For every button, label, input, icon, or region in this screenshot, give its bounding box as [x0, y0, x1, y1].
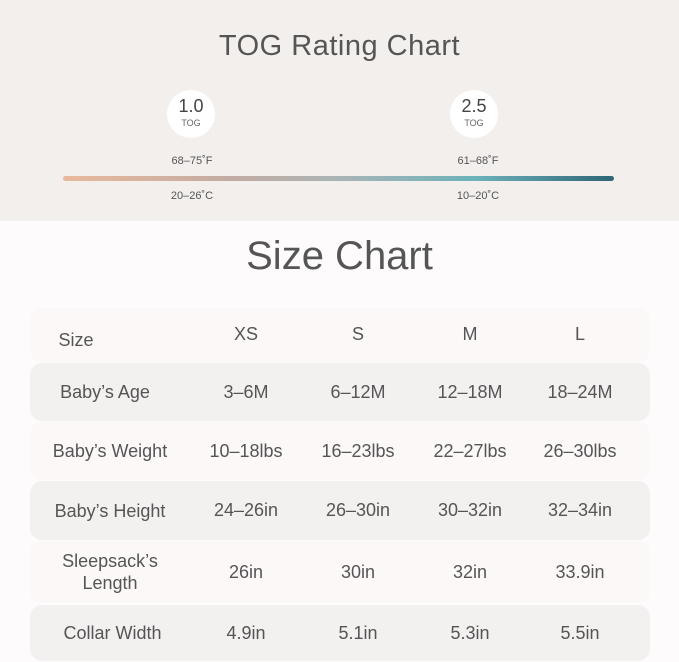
table-row: Sleepsack’s Length 26in 30in 32in 33.9in: [30, 541, 650, 603]
table-row: Baby’s Weight 10–18lbs 16–23lbs 22–27lbs…: [30, 422, 650, 480]
table-cell: 32in: [452, 561, 488, 582]
table-row: Baby’s Age 3–6M 6–12M 12–18M 18–24M: [30, 363, 650, 421]
table-cell: 3–6M: [223, 381, 269, 402]
table-cell: 12–18M: [437, 381, 503, 402]
row-label: Baby’s Weight: [52, 441, 168, 461]
table-cell: 16–23lbs: [321, 440, 395, 461]
table-cell: 10–18lbs: [209, 440, 283, 461]
tog-unit: TOG: [181, 118, 201, 128]
table-cell: 30–32in: [437, 500, 503, 520]
row-label: Sleepsack’s Length: [62, 551, 158, 593]
table-row: Collar Width 4.9in 5.1in 5.3in 5.5in: [30, 605, 650, 661]
celsius-range-2: 10–20˚C: [456, 190, 500, 202]
table-cell: 5.1in: [338, 622, 378, 643]
table-cell: 32–34in: [547, 500, 613, 520]
size-chart-title: Size Chart: [246, 234, 433, 278]
table-cell: 33.9in: [555, 561, 605, 582]
table-cell: 22–27lbs: [433, 440, 507, 461]
temperature-gradient-bar: [63, 176, 614, 181]
table-cell: 4.9in: [226, 622, 266, 643]
table-cell: 18–24M: [547, 381, 613, 402]
row-label: Collar Width: [63, 623, 162, 643]
header-cell: S: [351, 324, 364, 344]
celsius-range-1: 20–26˚C: [170, 190, 214, 202]
table-cell: 6–12M: [330, 381, 386, 402]
tog-title: TOG Rating Chart: [218, 30, 461, 62]
tog-badge-1: 1.0 TOG: [167, 90, 215, 138]
table-cell: 26in: [228, 561, 264, 582]
fahrenheit-range-1: 68–75˚F: [171, 155, 213, 167]
table-cell: 24–26in: [213, 500, 279, 520]
fahrenheit-range-2: 61–68˚F: [457, 155, 499, 167]
header-cell: XS: [233, 324, 258, 344]
table-cell: 5.3in: [450, 622, 490, 643]
tog-badge-2: 2.5 TOG: [450, 90, 498, 138]
header-label: Size: [58, 330, 94, 350]
table-header-row: Size XS S M L: [30, 308, 650, 362]
tog-unit: TOG: [464, 118, 484, 128]
tog-value: 1.0: [178, 96, 204, 116]
header-cell: M: [462, 324, 478, 344]
tog-value: 2.5: [461, 96, 487, 116]
table-row: Baby’s Height 24–26in 26–30in 30–32in 32…: [30, 481, 650, 540]
table-cell: 26–30in: [325, 500, 391, 520]
table-cell: 30in: [340, 561, 376, 582]
table-cell: 26–30lbs: [543, 440, 617, 461]
size-table: Size XS S M L Baby’s Age 3–6M 6–12M 12–1…: [30, 308, 650, 661]
table-cell: 5.5in: [560, 622, 600, 643]
row-label: Baby’s Height: [54, 500, 166, 521]
row-label: Baby’s Age: [60, 382, 150, 402]
tog-rating-section: TOG Rating Chart 1.0 TOG 2.5 TOG 68–75˚F…: [0, 0, 679, 221]
header-cell: L: [574, 324, 585, 344]
